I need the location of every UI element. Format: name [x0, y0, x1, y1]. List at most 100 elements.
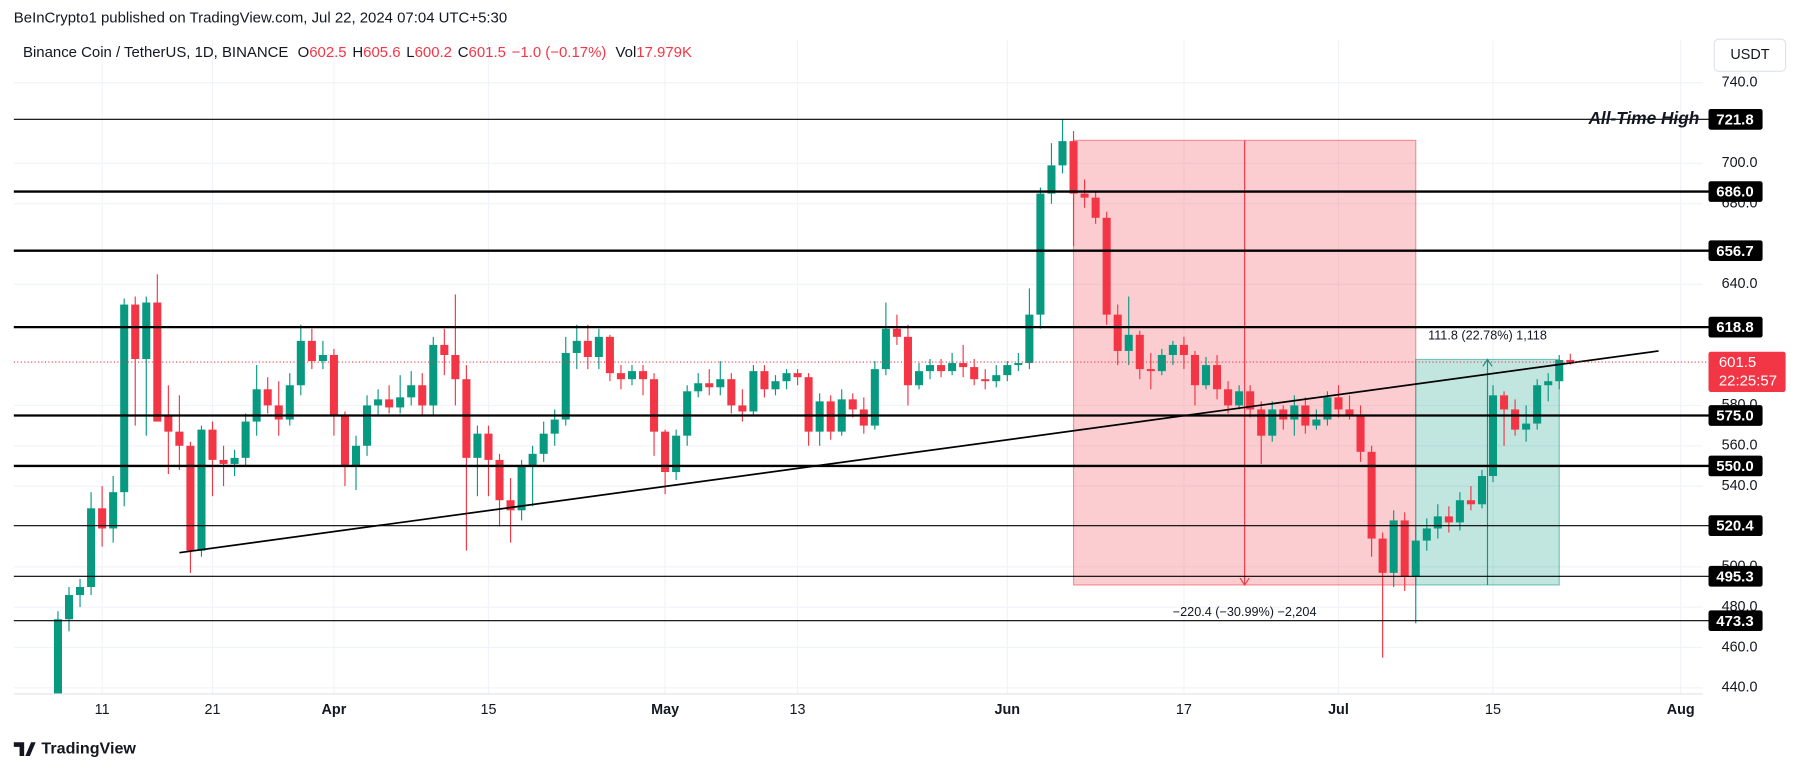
button-frame[interactable] — [1713, 38, 1787, 72]
candle-body — [616, 373, 625, 380]
candle-body — [307, 340, 316, 362]
candle-body — [992, 375, 1001, 382]
level-label: 721.8 — [1716, 111, 1753, 128]
currency-label[interactable]: USDT — [1730, 47, 1769, 63]
trendline — [179, 350, 1659, 554]
candle-body — [583, 340, 592, 358]
candle-body — [76, 586, 85, 596]
candle-body — [716, 379, 725, 388]
candle-body — [1378, 538, 1387, 573]
candle-body — [197, 429, 206, 551]
candle-body — [418, 385, 427, 406]
logo-mark — [13, 742, 36, 757]
candle-body — [1102, 217, 1111, 315]
candle-body — [705, 383, 714, 388]
candle-body — [1025, 314, 1034, 364]
currency-button[interactable]: USDT — [1713, 38, 1787, 72]
y-tick-label: 640.0 — [1722, 276, 1758, 292]
candle-body — [186, 445, 195, 551]
symbol: Binance Coin / TetherUS, 1D, BINANCE — [23, 44, 288, 61]
y-tick-label: 460.0 — [1722, 639, 1758, 655]
measure-label: −220.4 (−30.99%) −2,204 — [1173, 605, 1317, 619]
y-tick-label: 540.0 — [1722, 478, 1758, 494]
countdown: 22:25:57 — [1719, 373, 1777, 390]
x-tick-label: 15 — [480, 702, 496, 718]
candle-body — [881, 328, 890, 370]
candle-body — [175, 431, 184, 446]
plot-area — [13, 40, 1703, 694]
y-tick-label: 440.0 — [1722, 680, 1758, 696]
candle-body — [98, 508, 107, 529]
level-label: 618.8 — [1716, 319, 1753, 336]
x-tick-label: Jun — [995, 702, 1021, 718]
candle-body — [64, 595, 74, 620]
candle-body — [1157, 354, 1166, 372]
volume-prefix: Vol — [616, 44, 637, 61]
level-label: 550.0 — [1716, 458, 1753, 475]
candle-body — [1124, 334, 1133, 351]
candle-body — [594, 336, 603, 358]
candle-body — [914, 371, 924, 386]
candle-body — [340, 415, 349, 466]
publisher: BeInCrypto1 published on TradingView.com… — [14, 9, 507, 26]
x-tick-label: Jul — [1328, 702, 1349, 718]
candle-body — [1290, 405, 1299, 420]
candle-body — [385, 399, 394, 408]
candle-body — [1400, 520, 1409, 577]
level-badge — [1708, 240, 1763, 262]
candle-body — [661, 431, 670, 472]
level-badge — [1708, 610, 1763, 632]
candle-body — [1058, 141, 1067, 166]
price-label: 601.5 — [1719, 354, 1756, 371]
candle-body — [793, 373, 802, 378]
candle-body — [539, 433, 548, 454]
candle-body — [528, 453, 537, 466]
candle-body — [440, 344, 449, 355]
candle-body — [738, 405, 747, 412]
candle-body — [959, 363, 968, 368]
candle-body — [561, 352, 570, 420]
field-label: H — [352, 44, 363, 61]
candle-body — [396, 397, 405, 408]
candle-body — [683, 391, 692, 436]
field-label: C — [458, 44, 469, 61]
candle-body — [506, 500, 515, 511]
level-badge — [1708, 316, 1763, 338]
measure-label: 111.8 (22.78%) 1,118 — [1428, 329, 1547, 343]
candle-body — [462, 379, 471, 458]
x-tick-label: 11 — [95, 702, 110, 718]
field-value: 600.2 — [415, 44, 452, 61]
candle-body — [638, 371, 648, 380]
candle-body — [672, 435, 681, 472]
candle-body — [142, 302, 151, 360]
field-value: 605.6 — [363, 44, 400, 61]
candle-body — [1522, 423, 1531, 430]
logo: TradingView — [13, 739, 136, 757]
level-badge — [1708, 455, 1763, 477]
price-badge — [1708, 351, 1786, 392]
candle-body — [1444, 516, 1453, 523]
candle-body — [903, 336, 912, 386]
candle-body — [329, 354, 338, 416]
candle-body — [1411, 540, 1420, 577]
candle-body — [109, 492, 118, 529]
candle-body — [219, 459, 228, 464]
level-badge — [1708, 515, 1763, 537]
level-label: 495.3 — [1716, 568, 1753, 585]
candle-body — [804, 377, 813, 432]
y-tick-label: 740.0 — [1722, 74, 1758, 90]
candle-body — [550, 419, 559, 434]
candle-body — [1533, 385, 1542, 424]
candle-body — [1014, 363, 1023, 366]
volume: 17.979K — [636, 44, 692, 61]
candle-body — [1091, 197, 1100, 218]
level-label: 575.0 — [1716, 408, 1753, 425]
candle-body — [230, 457, 239, 464]
candle-body — [263, 389, 272, 406]
candle-body — [760, 371, 769, 390]
candle-body — [495, 459, 504, 501]
x-tick-label: 15 — [1485, 702, 1501, 718]
candle-body — [1257, 409, 1266, 436]
candle-body — [981, 379, 990, 382]
